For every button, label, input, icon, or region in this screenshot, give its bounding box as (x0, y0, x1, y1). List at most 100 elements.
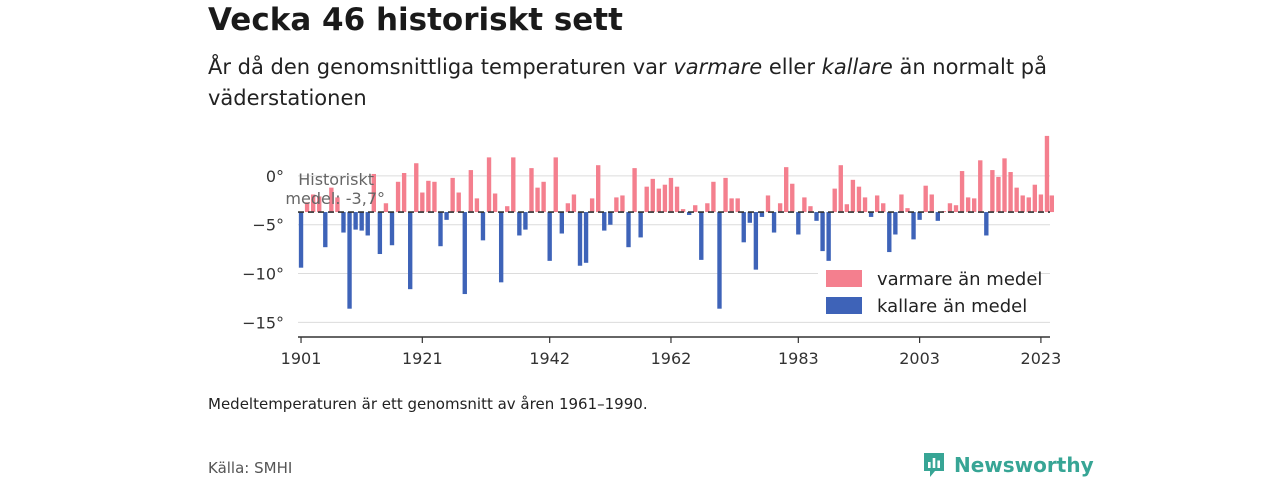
bar (644, 186, 649, 213)
bar (965, 197, 971, 213)
bar (535, 187, 540, 213)
bar (784, 167, 789, 213)
bar (432, 181, 437, 213)
y-tick-label: −15° (242, 313, 284, 332)
bar (1026, 197, 1031, 213)
legend-warm-label: varmare än medel (877, 269, 1042, 290)
bar (650, 178, 655, 213)
bar (523, 212, 528, 230)
chart-title: Vecka 46 historiskt sett (208, 2, 623, 38)
bar (505, 206, 510, 213)
bar (444, 212, 449, 220)
bar (583, 212, 589, 263)
bar (747, 212, 752, 223)
bar (735, 198, 740, 213)
bar (856, 186, 862, 213)
newsworthy-logo-icon (924, 453, 944, 477)
bar (729, 198, 734, 213)
bar (668, 177, 674, 213)
bar (365, 212, 370, 236)
bar (814, 212, 819, 221)
bar (638, 212, 643, 238)
bar (329, 187, 334, 213)
bar (298, 212, 304, 268)
bar (414, 163, 419, 213)
bar (468, 170, 474, 213)
brand-logo: Newsworthy (922, 450, 1094, 480)
bar (389, 212, 395, 246)
x-tick-label: 2003 (899, 349, 940, 368)
bar (450, 177, 455, 213)
legend-warm-swatch (826, 270, 862, 287)
bar (335, 197, 340, 213)
bar (717, 212, 722, 309)
subtitle-warm-word: varmare (673, 55, 763, 79)
annotation-line-1: Historiskt (298, 170, 374, 189)
bar (383, 203, 389, 213)
bar (1049, 195, 1055, 213)
bar (881, 203, 886, 213)
y-tick-label: −10° (242, 265, 284, 284)
bar (820, 212, 825, 252)
bar (935, 212, 940, 221)
bar (917, 212, 922, 220)
bar (553, 157, 558, 213)
bar (656, 188, 662, 213)
bar (972, 198, 977, 213)
bar (771, 212, 777, 233)
bar (753, 212, 759, 270)
bar (777, 203, 783, 213)
subtitle-text-1: År då den genomsnittliga temperaturen va… (208, 55, 674, 79)
bar (662, 184, 668, 213)
bar (741, 212, 746, 243)
bar (959, 171, 965, 213)
x-tick-label: 1921 (402, 349, 443, 368)
bar (317, 196, 322, 213)
chart-subtitle: År då den genomsnittliga temperaturen va… (208, 52, 1048, 114)
bar (680, 209, 686, 213)
bar (1008, 172, 1013, 213)
bar (310, 194, 316, 213)
bar (420, 192, 425, 213)
bar (371, 173, 376, 213)
legend: varmare än medel kallare än medel (818, 262, 1042, 320)
footnote: Medeltemperaturen är ett genomsnitt av å… (208, 395, 648, 413)
bar (341, 212, 346, 233)
subtitle-cold-word: kallare (821, 55, 893, 79)
bar (674, 186, 680, 213)
bar (474, 198, 480, 213)
bar (559, 212, 564, 234)
bar (377, 212, 383, 255)
x-tick-label: 2023 (1021, 349, 1062, 368)
bar (832, 188, 837, 213)
bar (323, 212, 328, 248)
bar (711, 181, 716, 213)
bar (868, 212, 874, 217)
bar (1044, 135, 1050, 213)
bar (498, 212, 504, 283)
bar (511, 157, 516, 213)
y-tick-label: 0° (266, 167, 284, 186)
bar (589, 198, 595, 213)
bar (438, 212, 443, 247)
y-grid (298, 175, 1050, 323)
bar (620, 195, 625, 213)
bar (984, 212, 989, 236)
annotation-line-2: medel: -3,7° (285, 189, 385, 208)
bar (401, 173, 407, 213)
bar (1020, 195, 1025, 213)
bar (808, 206, 813, 213)
bar (456, 192, 461, 213)
source-label: Källa: SMHI (208, 459, 293, 477)
bar (353, 212, 358, 230)
bar (408, 212, 413, 290)
bar (571, 194, 577, 213)
bar (1002, 158, 1007, 213)
bar (462, 212, 467, 295)
bar (632, 168, 637, 213)
bar (802, 197, 807, 213)
bar (978, 160, 983, 213)
bar (923, 185, 928, 213)
x-tick-label: 1983 (778, 349, 819, 368)
y-tick-label: −5° (252, 216, 284, 235)
